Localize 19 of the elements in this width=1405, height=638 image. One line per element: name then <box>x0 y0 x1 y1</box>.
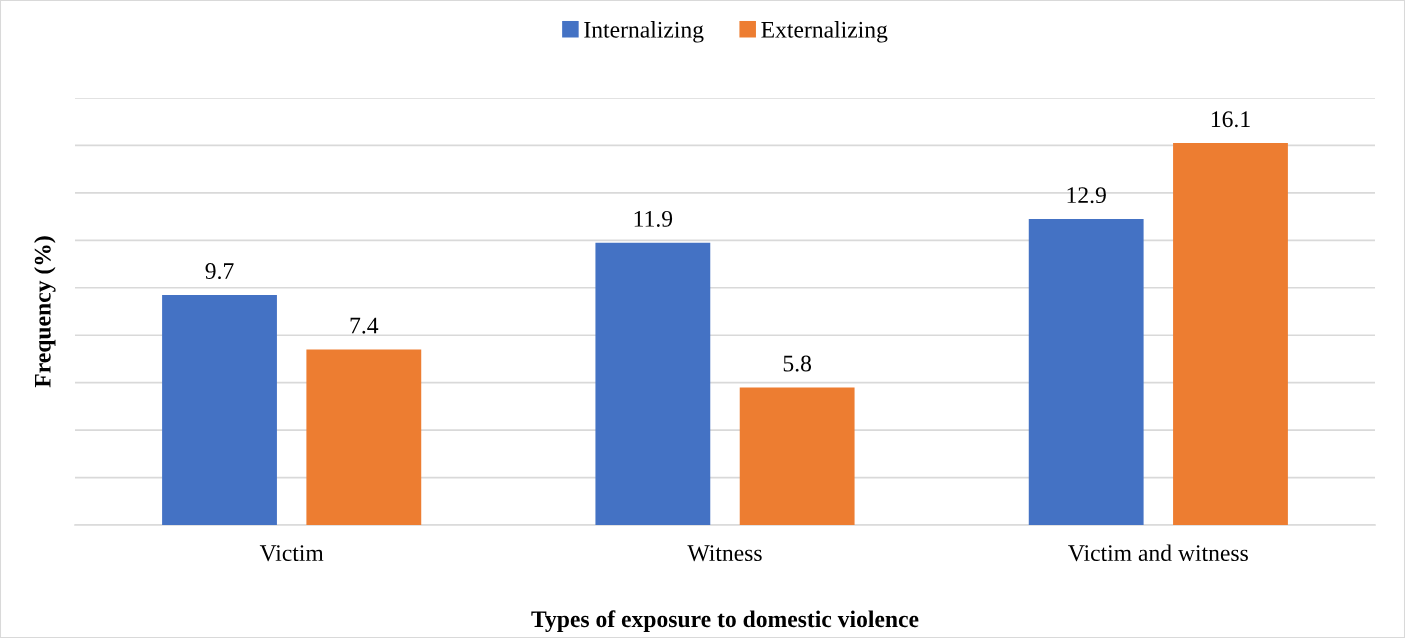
x-tick-label: Witness <box>687 545 762 562</box>
x-tick-label: Victim <box>259 545 324 562</box>
bar <box>595 242 711 525</box>
legend-label: Internalizing <box>584 21 704 43</box>
y-axis-title: Frequency (%) <box>34 236 56 388</box>
x-axis-title: Types of exposure to domestic violence <box>531 610 919 633</box>
data-label: 9.7 <box>205 263 234 280</box>
bar <box>1173 143 1288 525</box>
data-label: 12.9 <box>1067 187 1106 204</box>
bar <box>1028 218 1144 525</box>
legend-label: Externalizing <box>761 21 888 43</box>
data-label: 16.1 <box>1211 111 1250 128</box>
bar <box>739 387 855 525</box>
x-tick-label: Victim and witness <box>1068 544 1248 562</box>
data-label: 11.9 <box>634 210 673 227</box>
data-label: 7.4 <box>350 317 379 334</box>
bar <box>306 349 422 525</box>
bar <box>162 294 277 525</box>
data-label: 5.8 <box>783 355 812 372</box>
